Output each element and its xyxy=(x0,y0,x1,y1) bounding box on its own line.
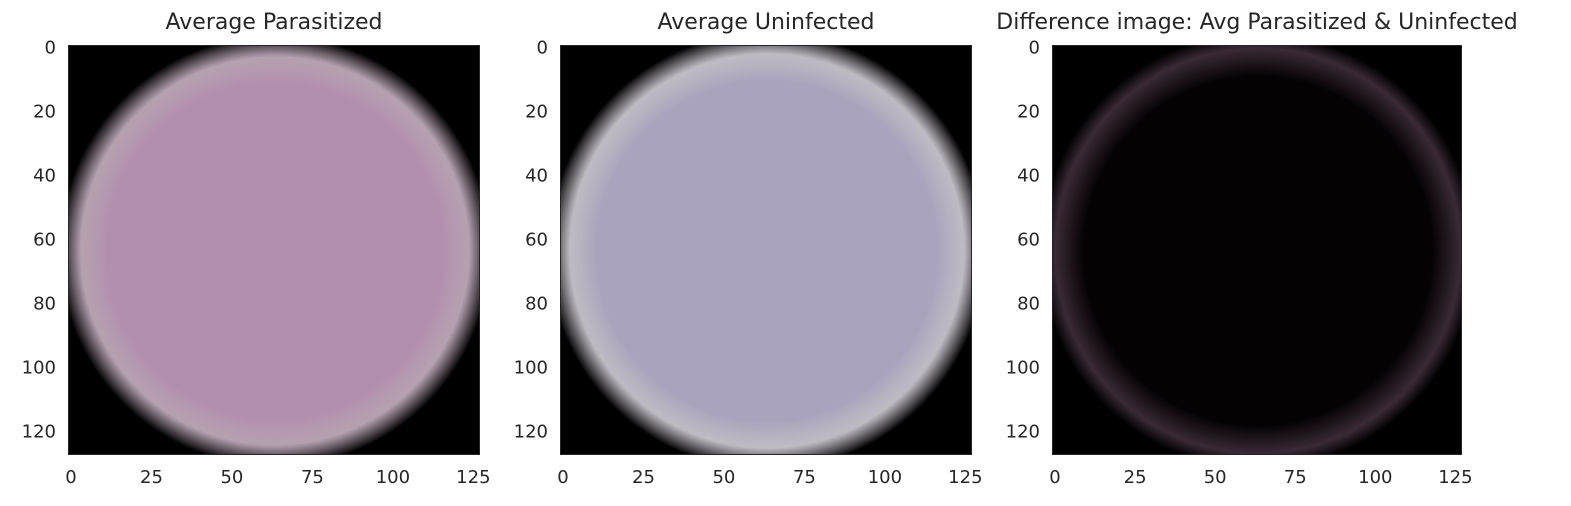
x-tick-label: 125 xyxy=(948,467,983,488)
y-tick-label: 80 xyxy=(1017,293,1040,315)
y-tick-label: 0 xyxy=(536,37,548,59)
x-tick-label: 75 xyxy=(300,467,324,488)
y-tick-label: 100 xyxy=(1005,357,1040,379)
x-tick-label: 25 xyxy=(632,467,655,488)
x-tick-label: 50 xyxy=(712,467,736,488)
y-tick-label: 80 xyxy=(525,293,548,315)
x-tick-label: 50 xyxy=(220,467,244,488)
x-tick-label: 25 xyxy=(1123,467,1147,488)
x-tick-label: 0 xyxy=(65,467,77,488)
y-tick-label: 40 xyxy=(525,165,548,187)
panel-title: Difference image: Avg Parasitized & Unin… xyxy=(996,10,1518,35)
y-tick-label: 20 xyxy=(525,101,548,123)
x-tick-label: 0 xyxy=(1049,467,1061,488)
y-tick-label: 120 xyxy=(21,421,56,443)
cell-image xyxy=(561,46,971,454)
x-tick-label: 125 xyxy=(456,467,491,488)
x-tick-label: 100 xyxy=(375,467,411,488)
image-canvas xyxy=(561,46,971,454)
image-axes xyxy=(1052,45,1462,455)
y-tick-label: 60 xyxy=(33,229,56,251)
y-tick-label: 80 xyxy=(33,293,56,315)
y-tick-label: 120 xyxy=(1005,421,1040,443)
y-tick-label: 20 xyxy=(1017,101,1040,123)
y-tick-label: 120 xyxy=(513,421,548,443)
x-tick-label: 100 xyxy=(1358,467,1393,488)
x-tick-label: 125 xyxy=(1438,467,1473,488)
image-axes xyxy=(68,45,480,455)
image-axes xyxy=(560,45,972,455)
y-tick-label: 40 xyxy=(1017,165,1040,187)
y-tick-label: 0 xyxy=(1028,37,1040,59)
image-canvas xyxy=(1053,46,1461,454)
x-tick-label: 50 xyxy=(1203,467,1227,488)
x-tick-label: 25 xyxy=(140,467,163,488)
x-tick-label: 0 xyxy=(557,467,569,488)
image-canvas xyxy=(69,46,479,454)
y-tick-label: 40 xyxy=(33,165,56,187)
y-tick-label: 20 xyxy=(33,101,56,123)
y-tick-label: 60 xyxy=(1017,229,1040,251)
y-tick-label: 100 xyxy=(21,357,56,379)
cell-image xyxy=(1053,46,1461,454)
cell-image xyxy=(69,46,479,454)
x-tick-label: 100 xyxy=(867,467,903,488)
x-tick-label: 75 xyxy=(1283,467,1307,488)
y-tick-label: 100 xyxy=(513,357,548,379)
panel-title: Average Parasitized xyxy=(165,10,383,35)
panel-title: Average Uninfected xyxy=(657,10,875,35)
y-tick-label: 60 xyxy=(525,229,548,251)
x-tick-label: 75 xyxy=(792,467,816,488)
y-tick-label: 0 xyxy=(44,37,56,59)
